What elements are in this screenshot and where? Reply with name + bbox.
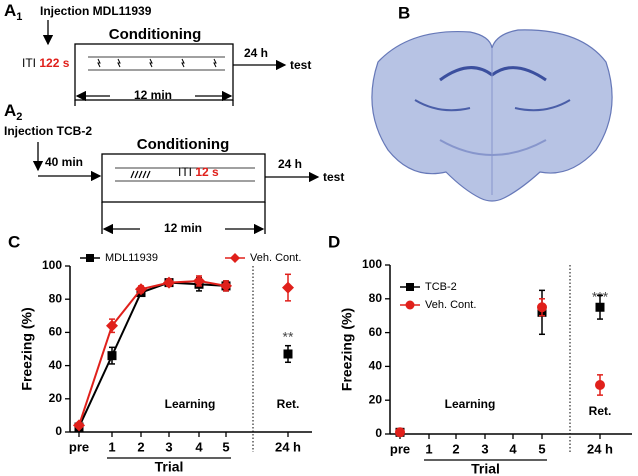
conditioning-label: Conditioning (137, 136, 229, 153)
iti-text: ITI 12 s (178, 165, 219, 179)
y-tick-label: 100 (362, 257, 382, 271)
test-label: test (290, 58, 311, 72)
legend-label: Veh. Cont. (425, 299, 476, 311)
annotation: Ret. (277, 397, 300, 411)
pre-delay-label: 40 min (45, 155, 83, 169)
point (193, 274, 205, 287)
test-label: test (323, 170, 344, 184)
point (135, 283, 147, 296)
x-tick-label: 4 (509, 441, 517, 456)
legend-label: Veh. Cont. (250, 252, 301, 264)
x-tick-label: 3 (481, 441, 488, 456)
box (101, 153, 266, 203)
legend-label: TCB-2 (425, 281, 457, 293)
annotation: Learning (445, 397, 496, 411)
injection-label: Injection TCB-2 (4, 124, 92, 138)
point (73, 419, 85, 432)
x-tick-label: 5 (538, 441, 545, 456)
x-tick-label: 1 (425, 441, 432, 456)
injection-label: Injection MDL11939 (40, 4, 152, 18)
x-tick-label: 2 (452, 441, 459, 456)
legend-marker (405, 300, 415, 310)
series-line (111, 292, 142, 357)
delay-label: 24 h (244, 46, 268, 60)
x-tick-label: 3 (165, 439, 172, 454)
x-axis-label: Trial (155, 459, 184, 475)
panel-a2: A2 Injection TCB-2 40 min Conditioning I… (4, 101, 344, 235)
delay-label: 24 h (278, 157, 302, 171)
point (595, 302, 605, 312)
shocks (97, 58, 217, 68)
panel-label: C (8, 232, 20, 251)
point (107, 351, 117, 361)
x-tick-label: 2 (137, 439, 144, 454)
x-tick-label: pre (69, 439, 89, 454)
structure (414, 99, 571, 112)
point (220, 279, 232, 292)
panel-label: A1 (4, 1, 22, 22)
y-tick-label: 80 (49, 291, 63, 305)
point (283, 349, 293, 359)
point (163, 276, 175, 289)
point (106, 319, 118, 332)
panel-label: D (328, 232, 340, 251)
panel-label: B (398, 3, 410, 22)
duration-label: 12 min (134, 88, 172, 102)
series-line (78, 325, 113, 426)
conditioning-label: Conditioning (109, 26, 201, 43)
point (282, 281, 294, 294)
y-tick-label: 80 (369, 291, 383, 305)
panel-a1: A1 Injection MDL11939 Conditioning ITI 1… (4, 1, 311, 106)
y-tick-label: 60 (369, 325, 383, 339)
point (595, 379, 605, 390)
y-tick-label: 40 (49, 358, 63, 372)
x-tick-label: 24 h (275, 439, 301, 454)
series-line (78, 355, 113, 428)
y-tick-label: 40 (369, 359, 383, 373)
shocks (130, 170, 151, 179)
significance: ** (283, 329, 294, 345)
x-tick-label: 5 (222, 439, 229, 454)
annotation: Learning (165, 397, 216, 411)
annotation: Ret. (589, 404, 612, 418)
y-tick-label: 60 (49, 325, 63, 339)
y-axis-label: Freezing (%) (339, 308, 355, 391)
y-tick-label: 100 (42, 258, 62, 272)
y-axis-label: Freezing (%) (19, 307, 35, 390)
y-tick-label: 0 (55, 424, 62, 438)
x-tick-label: 24 h (587, 441, 613, 456)
panel-label: A2 (4, 101, 22, 122)
point (395, 427, 405, 438)
legend-marker (86, 254, 94, 262)
duration-label: 12 min (164, 221, 202, 235)
structure (439, 139, 547, 156)
legend-marker (406, 283, 414, 291)
y-tick-label: 20 (49, 391, 63, 405)
x-tick-label: pre (390, 441, 410, 456)
iti-text: ITI 122 s (22, 56, 70, 70)
x-tick-label: 4 (195, 439, 203, 454)
x-axis-label: Trial (471, 461, 500, 476)
panel-b: B (371, 3, 613, 202)
y-tick-label: 20 (369, 392, 383, 406)
legend-label: MDL11939 (105, 252, 158, 264)
point (537, 302, 547, 313)
y-tick-label: 0 (375, 426, 382, 440)
x-tick-label: 1 (108, 439, 115, 454)
series-line (111, 288, 142, 327)
box (74, 43, 234, 101)
legend-marker (230, 253, 240, 263)
